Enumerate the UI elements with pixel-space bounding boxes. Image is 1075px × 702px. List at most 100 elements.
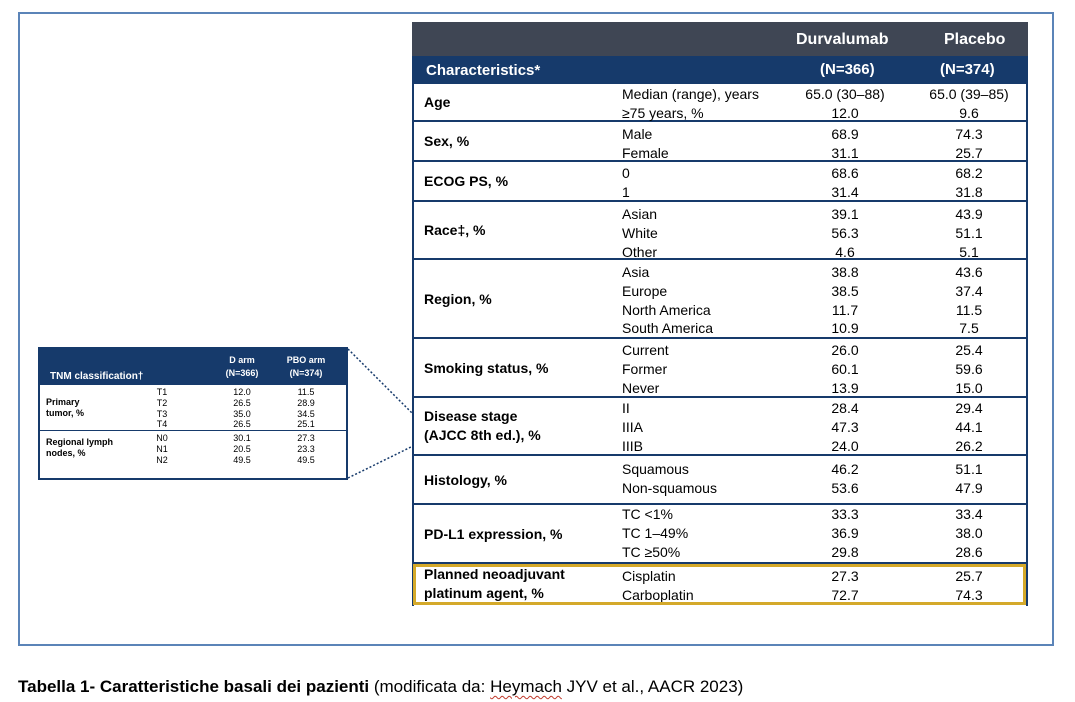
tnm-pbo-value: 34.5 — [297, 408, 315, 419]
tnm-group-label: Regional lymph — [46, 437, 114, 448]
durvalumab-value: 39.1 — [831, 206, 859, 222]
tnm-code: N2 — [156, 454, 168, 465]
figure-caption: Tabella 1- Caratteristiche basali dei pa… — [18, 677, 743, 697]
tnm-group-label-line2: nodes, % — [46, 448, 86, 459]
durvalumab-value: 60.1 — [831, 360, 859, 377]
sub-label: TC <1% — [622, 506, 673, 522]
sub-label: Squamous — [622, 461, 689, 477]
placebo-value: 7.5 — [959, 320, 979, 337]
table-row — [412, 162, 1028, 202]
durvalumab-value: 53.6 — [831, 479, 859, 496]
sub-label: 1 — [622, 183, 630, 200]
placebo-value: 15.0 — [955, 379, 983, 396]
tnm-pbo-value: 27.3 — [297, 433, 315, 444]
durvalumab-value: 68.6 — [831, 165, 859, 181]
durvalumab-value: 65.0 (30–88) — [805, 86, 885, 102]
sub-label: South America — [622, 320, 714, 337]
placebo-value: 9.6 — [959, 104, 979, 121]
row-label-line2: (AJCC 8th ed.), % — [424, 427, 541, 443]
tnm-d-value: 26.5 — [233, 397, 251, 408]
tnm-table-header: TNM classification† D arm (N=366) PBO ar… — [40, 349, 346, 385]
tnm-d-value: 20.5 — [233, 444, 251, 454]
caption-text-end: JYV et al., AACR 2023) — [561, 677, 744, 696]
sub-label: IIIB — [622, 437, 644, 454]
tnm-group-label-line2: tumor, % — [46, 407, 85, 418]
sub-label: Female — [622, 144, 669, 161]
placebo-header: Placebo — [944, 31, 1006, 48]
durvalumab-header: Durvalumab — [796, 31, 889, 48]
sub-label: Median (range), years — [622, 86, 759, 102]
placebo-n-header: (N=374) — [940, 61, 995, 78]
durvalumab-value: 24.0 — [831, 437, 859, 454]
tnm-d-arm: D arm — [229, 355, 255, 365]
tnm-divider — [40, 430, 346, 432]
sub-label: TC 1–49% — [622, 524, 689, 541]
placebo-value: 31.8 — [955, 183, 983, 200]
tnm-d-value: 35.0 — [233, 408, 251, 419]
characteristics-header: Characteristics* — [426, 62, 541, 79]
table-row — [412, 260, 1028, 339]
caption-text-start: (modificata da: — [369, 677, 491, 696]
sub-label: Former — [622, 360, 668, 377]
sub-label: TC ≥50% — [622, 543, 681, 560]
placebo-value: 51.1 — [955, 461, 983, 477]
table-right-border — [1026, 84, 1028, 606]
figure-frame — [18, 12, 1054, 646]
tnm-title: TNM classification† — [50, 371, 144, 382]
durvalumab-value: 33.3 — [831, 506, 859, 522]
placebo-value: 47.9 — [955, 479, 983, 496]
table-row — [412, 505, 1028, 564]
platinum-agent-highlight — [413, 564, 1026, 605]
durvalumab-value: 4.6 — [835, 243, 855, 260]
durvalumab-value: 26.0 — [831, 342, 859, 358]
table-row — [412, 122, 1028, 162]
table-left-border — [412, 84, 414, 606]
caption-bold: Tabella 1- Caratteristiche basali dei pa… — [18, 677, 370, 696]
tnm-code: T4 — [156, 419, 168, 430]
tnm-group-label: Primary — [46, 396, 80, 407]
placebo-value: 59.6 — [955, 360, 983, 377]
durvalumab-value: 31.1 — [831, 144, 859, 161]
tnm-pbo-value: 25.1 — [297, 419, 315, 430]
durvalumab-value: 72.7 — [831, 586, 859, 603]
placebo-value: 51.1 — [955, 224, 983, 241]
row-label: Smoking status, % — [424, 359, 549, 376]
sub-label: Male — [622, 126, 653, 142]
tnm-d-value: 12.0 — [233, 387, 251, 397]
sub-label: Non-squamous — [622, 479, 717, 496]
row-label: Age — [424, 94, 451, 110]
row-label: PD-L1 expression, % — [424, 525, 563, 542]
durvalumab-value: 38.5 — [831, 282, 859, 299]
placebo-value: 33.4 — [955, 506, 983, 522]
sub-label: IIIA — [622, 418, 644, 435]
sub-label: Other — [622, 243, 658, 260]
tnm-code: T1 — [156, 387, 168, 397]
tnm-pbo-value: 28.9 — [297, 397, 315, 408]
tnm-d-value: 30.1 — [233, 433, 251, 444]
sub-label: Carboplatin — [622, 586, 694, 603]
placebo-value: 38.0 — [955, 524, 983, 541]
placebo-value: 74.3 — [955, 126, 983, 142]
tnm-code: N1 — [156, 444, 168, 454]
caption-author: Heymach — [490, 677, 562, 696]
placebo-value: 43.6 — [955, 264, 983, 280]
durvalumab-value: 68.9 — [831, 126, 859, 142]
table-row — [412, 84, 1028, 122]
tnm-pbo-value: 11.5 — [297, 387, 315, 397]
sub-label: ≥75 years, % — [622, 104, 704, 121]
table-row — [412, 456, 1028, 505]
durvalumab-value: 36.9 — [831, 524, 859, 541]
placebo-value: 44.1 — [955, 418, 983, 435]
durvalumab-value: 46.2 — [831, 461, 859, 477]
row-label: Race‡, % — [424, 222, 486, 238]
tnm-d-n: (N=366) — [225, 368, 259, 378]
sub-label: Cisplatin — [622, 568, 676, 584]
tnm-pbo-value: 23.3 — [297, 444, 315, 454]
tnm-pbo-n: (N=374) — [289, 368, 323, 378]
placebo-value: 25.7 — [955, 568, 983, 584]
main-table-header-top: Durvalumab Placebo — [412, 22, 1028, 56]
durvalumab-n-header: (N=366) — [820, 61, 875, 78]
tnm-pbo-arm: PBO arm — [286, 355, 326, 365]
placebo-value: 29.4 — [955, 400, 983, 416]
sub-label: Asian — [622, 206, 658, 222]
